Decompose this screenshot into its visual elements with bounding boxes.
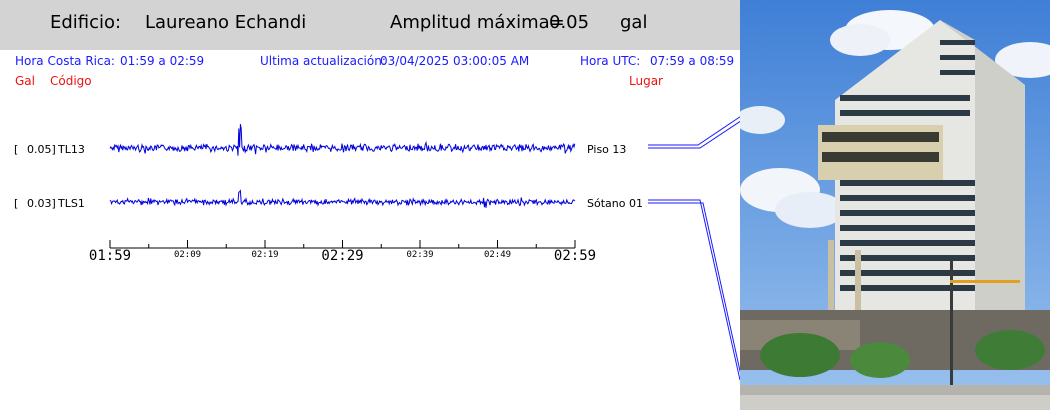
header-bar: Edificio: Laureano Echandi Amplitud máxi… [0,0,740,50]
channel-2-code: TLS1 [58,197,85,210]
channel-1-code: TL13 [58,143,85,156]
channel-1-gal: 0.05] [27,143,56,156]
time-axis [109,240,576,249]
update-value: 03/04/2025 03:00:05 AM [380,54,530,68]
building-name: Laureano Echandi [145,12,307,33]
building-prefix: Edificio: [50,12,122,33]
utc-label: Hora UTC: [580,54,641,68]
building-photo [740,0,1050,410]
cr-time-range: 01:59 a 02:59 [120,54,205,68]
channel-2-gal: 0.03] [27,197,56,210]
channel-2-place: Sótano 01 [587,197,643,210]
channel-1-place: Piso 13 [587,143,627,156]
time-axis-minor-label: 02:39 [406,250,434,260]
connector-line-sotano-01-b [648,202,740,374]
time-axis-minor-label: 02:19 [251,250,279,260]
time-axis-minor-label: 02:49 [483,250,512,260]
trace-tls1 [109,189,576,208]
amplitude-unit: gal [620,12,648,33]
utc-time-range: 07:59 a 08:59 [650,54,735,68]
update-label: Ultima actualización: [260,54,386,68]
cr-time-label: Hora Costa Rica: [15,54,115,68]
seismograph-plot [109,99,740,381]
amplitude-label: Amplitud máxima= [390,12,565,33]
trace-tl13 [109,124,576,156]
connector-line-piso-13 [648,99,740,146]
place-column-header: Lugar [629,74,663,88]
connector-line-sotano-01 [648,199,740,381]
channel-2-bracket: [ [14,197,19,210]
time-axis-minor-label: 02:09 [173,250,202,260]
connector-line-piso-13-b [648,102,740,149]
time-axis-major-label: 02:59 [553,248,597,264]
code-column-header: Código [50,74,92,88]
gal-column-header: Gal [15,74,35,88]
time-axis-major-label: 01:59 [88,248,132,264]
amplitude-value: 0.05 [549,12,590,33]
time-axis-major-label: 02:29 [321,248,364,264]
channel-1-bracket: [ [14,143,19,156]
